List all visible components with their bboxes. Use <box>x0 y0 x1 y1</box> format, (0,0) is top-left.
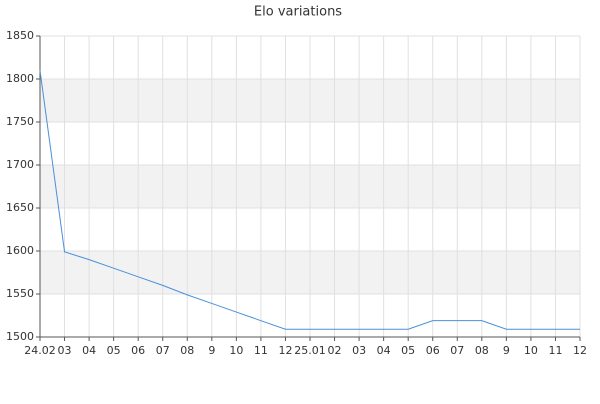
x-tick-label: 05 <box>401 344 415 357</box>
y-tick-label: 1800 <box>6 72 34 85</box>
x-tick-label: 11 <box>254 344 268 357</box>
x-tick-label: 12 <box>278 344 292 357</box>
x-tick-label: 11 <box>548 344 562 357</box>
x-tick-label: 03 <box>352 344 366 357</box>
x-tick-label: 07 <box>156 344 170 357</box>
x-tick-label: 06 <box>426 344 440 357</box>
x-tick-label: 10 <box>229 344 243 357</box>
x-tick-label: 04 <box>377 344 391 357</box>
x-tick-label: 08 <box>180 344 194 357</box>
y-tick-label: 1600 <box>6 244 34 257</box>
x-tick-label: 04 <box>82 344 96 357</box>
y-tick-label: 1500 <box>6 330 34 343</box>
y-tick-label: 1550 <box>6 287 34 300</box>
y-tick-label: 1700 <box>6 158 34 171</box>
y-tick-label: 1850 <box>6 29 34 42</box>
x-tick-label: 03 <box>58 344 72 357</box>
x-tick-label: 9 <box>503 344 510 357</box>
y-tick-label: 1650 <box>6 201 34 214</box>
x-tick-label: 10 <box>524 344 538 357</box>
x-tick-label: 06 <box>131 344 145 357</box>
x-tick-label: 07 <box>450 344 464 357</box>
x-tick-label: 25.01 <box>294 344 326 357</box>
line <box>39 70 580 330</box>
chart-title: Elo variations <box>254 5 342 20</box>
x-tick-label: 9 <box>208 344 215 357</box>
x-tick-label: 12 <box>573 344 587 357</box>
y-tick-label: 1750 <box>6 115 34 128</box>
x-tick-label: 05 <box>107 344 121 357</box>
x-tick-label: 24.02 <box>24 344 56 357</box>
x-tick-label: 08 <box>475 344 489 357</box>
x-tick-label: 02 <box>328 344 342 357</box>
